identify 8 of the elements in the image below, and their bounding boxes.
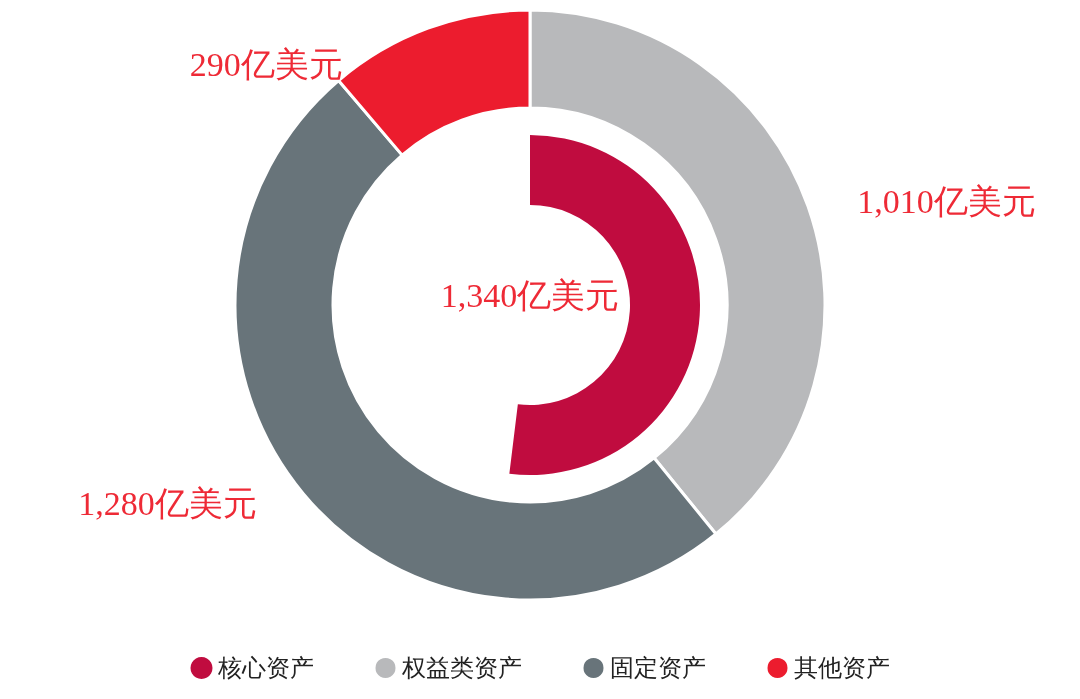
data-label: 1,010亿美元: [857, 182, 1036, 220]
data-label: 290亿美元: [189, 45, 343, 83]
legend-label: 核心资产: [216, 654, 314, 682]
data-label: 1,280亿美元: [78, 484, 257, 522]
legend-label: 其他资产: [793, 654, 890, 682]
legend-label: 权益类资产: [400, 654, 522, 682]
data-label: 1,340亿美元: [440, 276, 620, 314]
legend-label: 固定资产: [609, 654, 706, 682]
